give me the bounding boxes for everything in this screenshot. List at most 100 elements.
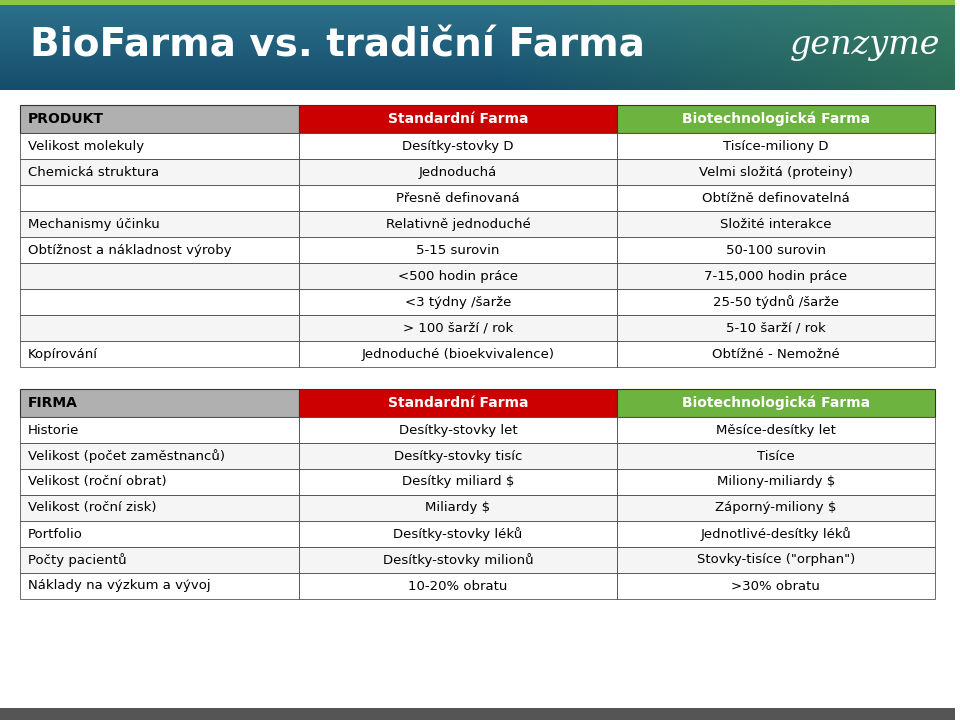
- FancyBboxPatch shape: [20, 521, 299, 547]
- Text: Počty pacientů: Počty pacientů: [28, 553, 127, 567]
- FancyBboxPatch shape: [617, 159, 935, 185]
- FancyBboxPatch shape: [0, 0, 954, 5]
- FancyBboxPatch shape: [617, 341, 935, 367]
- Text: Přesně definovaná: Přesně definovaná: [396, 192, 520, 204]
- FancyBboxPatch shape: [20, 237, 299, 263]
- FancyBboxPatch shape: [20, 263, 299, 289]
- FancyBboxPatch shape: [299, 237, 617, 263]
- FancyBboxPatch shape: [617, 389, 935, 417]
- Text: <3 týdny /šarže: <3 týdny /šarže: [405, 295, 512, 308]
- FancyBboxPatch shape: [617, 211, 935, 237]
- FancyBboxPatch shape: [299, 417, 617, 443]
- FancyBboxPatch shape: [299, 315, 617, 341]
- Text: Jednoduché (bioekvivalence): Jednoduché (bioekvivalence): [362, 348, 555, 361]
- Text: Jednotlivé-desítky léků: Jednotlivé-desítky léků: [701, 527, 852, 541]
- FancyBboxPatch shape: [20, 417, 299, 443]
- FancyBboxPatch shape: [617, 185, 935, 211]
- FancyBboxPatch shape: [617, 495, 935, 521]
- Text: BioFarma vs. tradiční Farma: BioFarma vs. tradiční Farma: [30, 26, 645, 64]
- Text: Biotechnologická Farma: Biotechnologická Farma: [682, 396, 870, 410]
- FancyBboxPatch shape: [617, 237, 935, 263]
- FancyBboxPatch shape: [617, 289, 935, 315]
- FancyBboxPatch shape: [20, 389, 299, 417]
- Text: Měsíce-desítky let: Měsíce-desítky let: [716, 423, 836, 436]
- FancyBboxPatch shape: [0, 708, 954, 720]
- Text: Velikost molekuly: Velikost molekuly: [28, 140, 144, 153]
- Text: Chemická struktura: Chemická struktura: [28, 166, 159, 179]
- FancyBboxPatch shape: [299, 469, 617, 495]
- Text: 5-10 šarží / rok: 5-10 šarží / rok: [726, 322, 826, 335]
- Text: Složité interakce: Složité interakce: [720, 217, 831, 230]
- Text: Záporný-miliony $: Záporný-miliony $: [715, 502, 836, 515]
- Text: 50-100 surovin: 50-100 surovin: [726, 243, 826, 256]
- FancyBboxPatch shape: [617, 315, 935, 341]
- Text: 7-15,000 hodin práce: 7-15,000 hodin práce: [705, 269, 848, 282]
- Text: Obtížně definovatelná: Obtížně definovatelná: [702, 192, 850, 204]
- FancyBboxPatch shape: [299, 289, 617, 315]
- Text: Biotechnologická Farma: Biotechnologická Farma: [682, 112, 870, 126]
- Text: Tisíce-miliony D: Tisíce-miliony D: [723, 140, 828, 153]
- FancyBboxPatch shape: [299, 389, 617, 417]
- Text: Desítky-stovky milionů: Desítky-stovky milionů: [383, 553, 534, 567]
- Text: Relativně jednoduché: Relativně jednoduché: [386, 217, 531, 230]
- FancyBboxPatch shape: [299, 159, 617, 185]
- FancyBboxPatch shape: [617, 105, 935, 133]
- FancyBboxPatch shape: [617, 469, 935, 495]
- FancyBboxPatch shape: [299, 105, 617, 133]
- FancyBboxPatch shape: [617, 417, 935, 443]
- FancyBboxPatch shape: [20, 443, 299, 469]
- Text: Náklady na výzkum a vývoj: Náklady na výzkum a vývoj: [28, 580, 210, 593]
- FancyBboxPatch shape: [299, 211, 617, 237]
- FancyBboxPatch shape: [617, 521, 935, 547]
- FancyBboxPatch shape: [617, 547, 935, 573]
- Text: Miliony-miliardy $: Miliony-miliardy $: [717, 475, 835, 488]
- Text: Desítky-stovky let: Desítky-stovky let: [398, 423, 517, 436]
- FancyBboxPatch shape: [617, 443, 935, 469]
- Text: Historie: Historie: [28, 423, 80, 436]
- Text: <500 hodin práce: <500 hodin práce: [398, 269, 518, 282]
- Text: 5-15 surovin: 5-15 surovin: [417, 243, 500, 256]
- Text: Jednoduchá: Jednoduchá: [419, 166, 497, 179]
- Text: Velikost (roční zisk): Velikost (roční zisk): [28, 502, 156, 515]
- Text: Desítky miliard $: Desítky miliard $: [402, 475, 515, 488]
- Text: genzyme: genzyme: [790, 29, 940, 61]
- Text: >30% obratu: >30% obratu: [732, 580, 821, 593]
- Text: Tisíce: Tisíce: [757, 449, 795, 462]
- Text: Mechanismy účinku: Mechanismy účinku: [28, 217, 159, 230]
- FancyBboxPatch shape: [299, 133, 617, 159]
- Text: Desítky-stovky tisíc: Desítky-stovky tisíc: [394, 449, 522, 462]
- Text: Velikost (roční obrat): Velikost (roční obrat): [28, 475, 166, 488]
- Text: Standardní Farma: Standardní Farma: [388, 112, 528, 126]
- FancyBboxPatch shape: [299, 521, 617, 547]
- Text: Portfolio: Portfolio: [28, 528, 83, 541]
- FancyBboxPatch shape: [20, 289, 299, 315]
- FancyBboxPatch shape: [20, 495, 299, 521]
- FancyBboxPatch shape: [299, 443, 617, 469]
- FancyBboxPatch shape: [299, 547, 617, 573]
- FancyBboxPatch shape: [20, 547, 299, 573]
- FancyBboxPatch shape: [617, 263, 935, 289]
- Text: Desítky-stovky léků: Desítky-stovky léků: [394, 527, 522, 541]
- FancyBboxPatch shape: [20, 315, 299, 341]
- FancyBboxPatch shape: [20, 133, 299, 159]
- Text: FIRMA: FIRMA: [28, 396, 78, 410]
- Text: Stovky-tisíce ("orphan"): Stovky-tisíce ("orphan"): [697, 554, 855, 567]
- FancyBboxPatch shape: [20, 185, 299, 211]
- Text: Miliardy $: Miliardy $: [425, 502, 491, 515]
- Text: > 100 šarží / rok: > 100 šarží / rok: [403, 322, 514, 335]
- FancyBboxPatch shape: [299, 185, 617, 211]
- FancyBboxPatch shape: [20, 573, 299, 599]
- Text: Obtížné - Nemožné: Obtížné - Nemožné: [712, 348, 840, 361]
- FancyBboxPatch shape: [20, 105, 299, 133]
- Text: Desítky-stovky D: Desítky-stovky D: [402, 140, 514, 153]
- Text: PRODUKT: PRODUKT: [28, 112, 104, 126]
- FancyBboxPatch shape: [299, 573, 617, 599]
- FancyBboxPatch shape: [20, 159, 299, 185]
- Text: Obtížnost a nákladnost výroby: Obtížnost a nákladnost výroby: [28, 243, 231, 256]
- Text: Velmi složitá (proteiny): Velmi složitá (proteiny): [699, 166, 852, 179]
- FancyBboxPatch shape: [299, 495, 617, 521]
- Text: Standardní Farma: Standardní Farma: [388, 396, 528, 410]
- Text: Kopírování: Kopírování: [28, 348, 98, 361]
- FancyBboxPatch shape: [20, 469, 299, 495]
- Text: Velikost (počet zaměstnanců): Velikost (počet zaměstnanců): [28, 449, 225, 463]
